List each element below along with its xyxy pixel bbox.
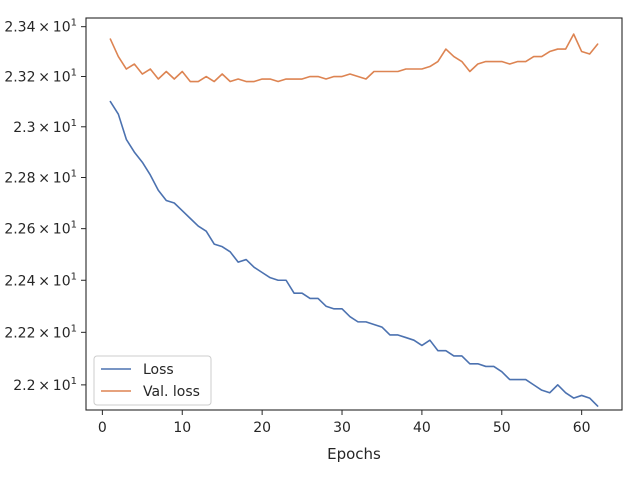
x-tick-label: 20 — [253, 420, 271, 436]
x-tick-label: 0 — [98, 420, 107, 436]
x-axis-label: Epochs — [327, 445, 381, 463]
series-line-loss — [109, 100, 599, 407]
y-tick-label: 2.22 × 101 — [4, 323, 77, 341]
plot-frame — [85, 17, 623, 411]
x-tick-label: 60 — [573, 420, 591, 436]
x-axis-ticks: 0 10 20 30 40 50 60 — [98, 410, 591, 436]
x-tick-label: 30 — [333, 420, 351, 436]
x-tick-label: 50 — [493, 420, 511, 436]
y-tick-label: 2.24 × 101 — [4, 271, 77, 289]
y-tick-label: 2.3 × 101 — [13, 118, 77, 136]
y-axis-ticks: 2.2 × 101 2.22 × 101 2.24 × 101 2.26 × 101 2… — [4, 18, 86, 394]
legend: Loss Val. loss — [93, 355, 212, 406]
legend-label-loss: Loss — [143, 362, 174, 378]
y-tick-label: 2.2 × 101 — [13, 376, 77, 394]
y-tick-label: 2.32 × 101 — [4, 68, 77, 86]
series-line-val-loss — [109, 33, 599, 83]
y-tick-label: 2.28 × 101 — [4, 168, 77, 186]
y-tick-label: 2.26 × 101 — [4, 220, 77, 238]
legend-label-val-loss: Val. loss — [143, 384, 200, 400]
x-tick-label: 10 — [173, 420, 191, 436]
plot-lines — [109, 33, 599, 407]
x-tick-label: 40 — [413, 420, 431, 436]
y-tick-label: 2.34 × 101 — [4, 18, 77, 36]
